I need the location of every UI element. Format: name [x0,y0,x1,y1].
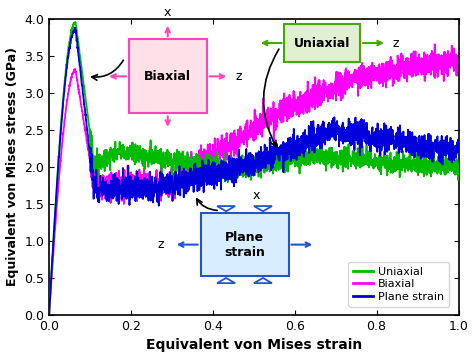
Text: z: z [393,37,400,49]
Text: Uniaxial: Uniaxial [294,37,351,49]
Text: Plane
strain: Plane strain [224,231,265,258]
FancyBboxPatch shape [129,39,207,113]
Y-axis label: Equivalent von Mises stress (GPa): Equivalent von Mises stress (GPa) [6,47,18,286]
Polygon shape [254,278,272,283]
FancyBboxPatch shape [201,213,289,276]
Text: x: x [164,6,172,19]
Legend: Uniaxial, Biaxial, Plane strain: Uniaxial, Biaxial, Plane strain [348,262,449,306]
Polygon shape [217,278,235,283]
Text: x: x [253,189,261,202]
Text: z: z [235,70,242,83]
Polygon shape [254,206,272,211]
Text: Biaxial: Biaxial [144,70,191,83]
Text: z: z [157,238,164,251]
X-axis label: Equivalent von Mises strain: Equivalent von Mises strain [146,338,362,352]
FancyBboxPatch shape [284,24,360,62]
Polygon shape [217,206,235,211]
